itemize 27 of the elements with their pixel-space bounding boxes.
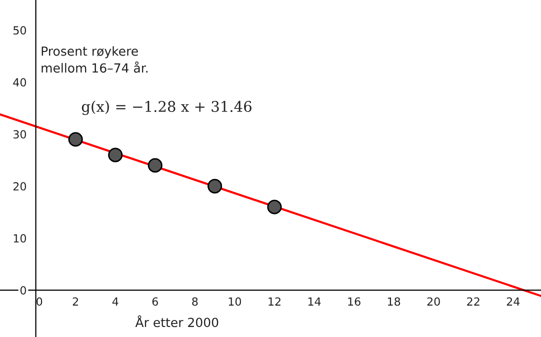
point — [267, 200, 282, 214]
x-tick-label: 22 — [467, 297, 480, 306]
y-tick-label: 10 — [14, 234, 26, 243]
y-tick-label: 30 — [13, 130, 26, 139]
x-tick-label: 14 — [308, 297, 321, 306]
x-tick-label: 2 — [72, 297, 78, 306]
x-tick-label: 20 — [427, 297, 440, 306]
annotation: g(x) = −1.28 x + 31.46 — [82, 100, 252, 115]
x-tick-label: 24 — [506, 297, 520, 306]
point — [68, 132, 83, 147]
point — [208, 178, 222, 194]
x-axis-title: År etter 2000 — [135, 315, 218, 328]
x-tick-label: 10 — [228, 297, 242, 306]
y-axis-title: Prosent røykere mellom 16–74 år. — [42, 46, 148, 73]
y-tick-label: 20 — [13, 182, 26, 191]
y-tick-label: 0 — [20, 286, 26, 295]
x-tick-label: 18 — [388, 297, 400, 306]
x-tick-label: 0 — [36, 297, 42, 306]
point — [148, 158, 162, 173]
point — [108, 148, 123, 162]
x-tick-label: 16 — [348, 297, 360, 306]
y-tick-label: 40 — [13, 78, 26, 87]
x-tick-label: 4 — [112, 297, 118, 306]
x-tick-label: 8 — [192, 297, 198, 306]
x-tick-label: 6 — [152, 297, 158, 306]
y-tick-label: 50 — [13, 26, 26, 35]
x-tick-label: 12 — [268, 297, 280, 306]
